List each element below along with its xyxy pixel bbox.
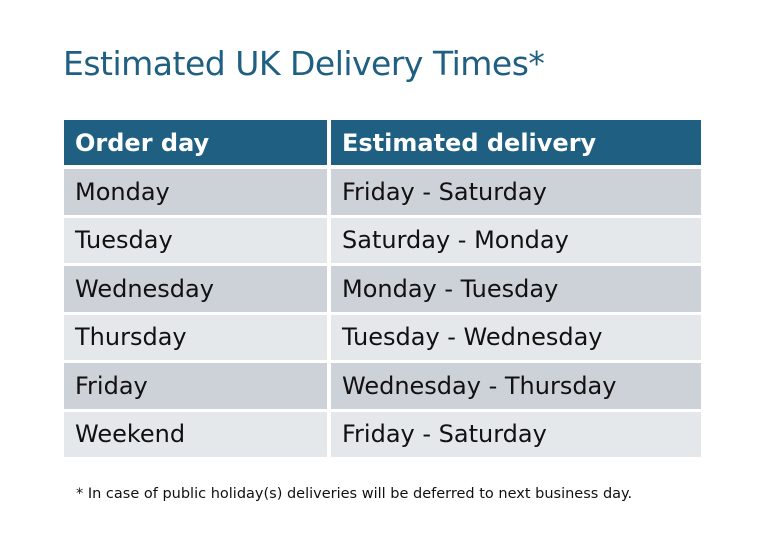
delivery-times-table: Order day Estimated delivery Monday Frid… xyxy=(64,120,701,460)
delivery-cell: Wednesday - Thursday xyxy=(331,363,701,409)
delivery-cell: Friday - Saturday xyxy=(331,169,701,215)
order-day-cell: Weekend xyxy=(64,411,327,457)
order-day-cell: Monday xyxy=(64,169,327,215)
table-row: Monday Friday - Saturday xyxy=(64,169,701,215)
footnote: * In case of public holiday(s) deliverie… xyxy=(76,486,633,502)
table-row: Friday Wednesday - Thursday xyxy=(64,363,701,409)
page-title: Estimated UK Delivery Times* xyxy=(63,44,545,83)
table-row: Thursday Tuesday - Wednesday xyxy=(64,314,701,360)
table-header-row: Order day Estimated delivery xyxy=(64,120,701,165)
delivery-cell: Tuesday - Wednesday xyxy=(331,314,701,360)
order-day-cell: Wednesday xyxy=(64,266,327,312)
header-estimated-delivery: Estimated delivery xyxy=(331,120,701,165)
order-day-cell: Thursday xyxy=(64,314,327,360)
table-row: Tuesday Saturday - Monday xyxy=(64,217,701,263)
delivery-cell: Saturday - Monday xyxy=(331,217,701,263)
table-row: Weekend Friday - Saturday xyxy=(64,411,701,457)
delivery-cell: Monday - Tuesday xyxy=(331,266,701,312)
delivery-cell: Friday - Saturday xyxy=(331,411,701,457)
header-order-day: Order day xyxy=(64,120,327,165)
order-day-cell: Tuesday xyxy=(64,217,327,263)
order-day-cell: Friday xyxy=(64,363,327,409)
table-row: Wednesday Monday - Tuesday xyxy=(64,266,701,312)
